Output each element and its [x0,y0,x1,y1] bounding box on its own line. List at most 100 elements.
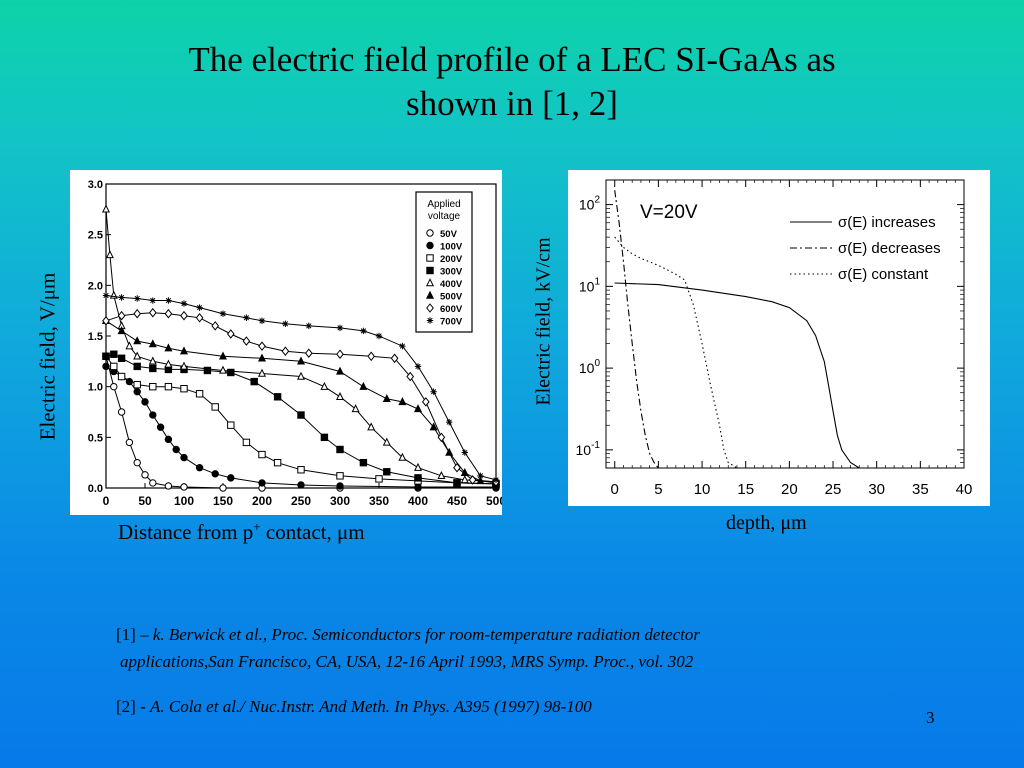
data-point-200V [227,421,235,429]
data-point-50V [164,482,173,490]
data-point-50V [125,438,134,447]
data-point-700V [180,300,188,307]
data-point-400V [351,404,360,413]
page-number: 3 [926,708,935,727]
data-point-600V [406,371,415,382]
data-point-700V [165,297,172,304]
right-y-tick-label: 100 [579,358,601,376]
series-line-500V [105,320,497,484]
x-axis-label-text: Distance from p [118,520,254,544]
series-line-700V [105,295,497,481]
data-point-400V [382,437,391,446]
data-point-600V [258,341,266,351]
reference-2-text: A. Cola et al./ Nuc.Instr. And Meth. In … [149,697,592,716]
data-point-300V [117,354,126,362]
right-chart-x-axis-label: depth, μm [726,512,807,534]
data-point-700V [477,472,484,480]
data-point-500V [218,351,228,360]
data-point-600V [421,397,430,407]
left-x-tick-label: 400 [408,494,428,508]
data-point-500V [164,343,173,352]
data-point-100V [336,482,344,490]
data-point-400V [398,452,407,461]
left-x-tick-label: 450 [447,494,467,508]
data-point-600V [437,432,446,443]
left-y-tick-label: 2.0 [88,280,103,292]
reference-1-line-2: applications,San Francisco, CA, USA, 12-… [120,652,694,671]
slide-title: The electric field profile of a LEC SI-G… [0,38,1024,126]
series-line-50V [105,356,496,489]
left-y-tick-label: 3.0 [88,179,103,191]
reference-1-line-1: k. Berwick et al., Proc. Semiconductors … [152,625,701,644]
data-point-700V [118,294,125,301]
right-legend: σ(E) increases σ(E) decreases σ(E) constan… [790,214,941,283]
data-point-600V [367,351,376,362]
left-x-tick-label: 50 [138,494,152,508]
right-x-tick-label: 30 [868,481,885,498]
data-point-400V [460,475,469,484]
right-x-tick-label: 10 [694,481,711,498]
data-point-400V [179,361,189,370]
data-point-200V [117,372,126,381]
data-point-500V [413,404,423,413]
field-profile-chart: 0 50 100 150 200 250 300 350 400 450 500 0.0 0.5 1.0 1… [70,170,506,515]
left-x-tick-label: 0 [103,494,110,508]
data-point-50V [133,458,141,467]
data-point-200V [195,390,204,398]
data-point-400V [257,368,267,377]
data-point-500V [257,353,267,362]
data-point-700V [360,327,367,335]
data-point-600V [180,310,188,321]
legend-marker-200V [426,254,434,262]
legend-title-line-1: Applied [427,199,460,210]
data-point-300V [297,411,305,419]
log-field-chart: 0 5 10 15 20 25 30 35 40 102 101 100 10-1 V=20V σ(E) i… [568,170,990,506]
data-point-100V [180,453,188,462]
log-field-plot: 0 5 10 15 20 25 30 35 40 102 101 100 10-1 V=20V σ(E) i… [576,179,972,498]
data-point-600V [304,348,313,359]
data-point-200V [180,384,188,393]
x-axis-label-superscript: + [253,519,261,534]
data-point-300V [149,364,157,373]
data-point-50V [149,479,157,487]
data-point-500V [398,397,407,406]
data-point-200V [149,382,157,391]
data-point-700V [492,476,500,484]
voltage-annotation: V=20V [640,202,698,223]
left-y-tick-label: 1.0 [88,382,103,394]
data-point-200V [110,362,118,371]
left-x-tick-label: 100 [174,494,194,508]
legend-label-400V: 400V [440,279,463,290]
data-point-700V [399,342,406,350]
data-point-600V [242,336,251,346]
data-point-100V [195,464,204,472]
data-point-600V [164,308,173,319]
data-point-400V [125,341,134,350]
data-point-400V [437,471,446,480]
data-point-400V [101,204,111,213]
legend-label-600V: 600V [440,304,463,315]
data-point-500V [179,346,189,355]
data-point-200V [242,438,251,447]
left-x-tick-label: 300 [330,494,350,508]
reference-2-prefix: [2] - [116,697,150,716]
data-point-600V [195,312,204,323]
data-point-100V [414,483,422,491]
data-point-600V [211,321,220,331]
data-point-100V [297,481,305,489]
left-x-tick-label: 200 [252,494,272,508]
left-y-tick-label: 2.5 [88,230,103,242]
data-point-300V [453,479,461,487]
data-point-300V [102,352,110,360]
data-point-700V [102,292,110,299]
data-point-400V [335,391,345,400]
data-point-300V [133,362,141,371]
data-point-600V [102,315,110,326]
right-x-tick-label: 35 [912,481,929,498]
data-point-400V [413,462,423,471]
data-point-500V [133,336,142,345]
data-point-300V [359,458,368,467]
data-point-700V [258,317,266,324]
reference-1-prefix: [1] – [116,625,153,644]
